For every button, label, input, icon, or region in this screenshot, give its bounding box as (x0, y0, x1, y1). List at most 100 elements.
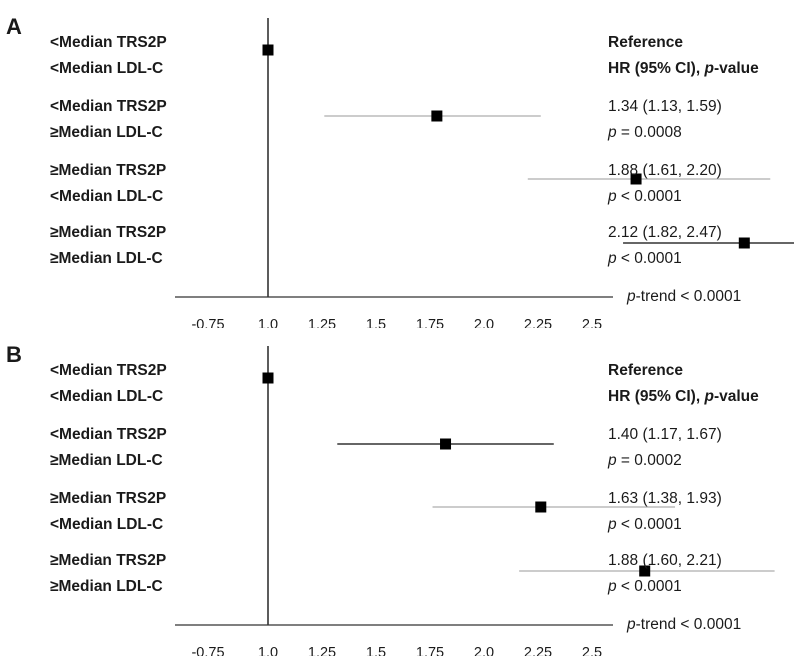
p-value: < 0.0001 (616, 578, 682, 595)
x-tick-label: 2.25 (524, 645, 552, 656)
p-header-suffix: -value (713, 388, 759, 405)
p-header-suffix: -value (713, 60, 759, 77)
hr-marker (262, 372, 274, 384)
p-value-text: p < 0.0001 (608, 512, 722, 538)
row-label-line1: <Median TRS2P (50, 98, 167, 115)
hr-ci-text: 1.88 (1.60, 2.21) (608, 552, 722, 569)
x-tick-label: 2.0 (474, 317, 494, 328)
row-label-line1: ≥Median TRS2P (50, 162, 167, 179)
p-trend-value: -trend < 0.0001 (635, 616, 742, 633)
panel-label: B (6, 342, 22, 367)
p-value-text: p < 0.0001 (608, 574, 722, 600)
p-value-text: p = 0.0002 (608, 448, 722, 474)
hr-header: HR (95% CI), (608, 60, 705, 77)
row-stats: 1.40 (1.17, 1.67) p = 0.0002 (608, 422, 722, 474)
row-label: <Median TRS2P ≥Median LDL-C (50, 422, 167, 474)
hr-marker (738, 237, 750, 249)
row-label-line1: <Median TRS2P (50, 34, 167, 51)
p-value: = 0.0002 (616, 452, 682, 469)
p-header-letter: p (704, 388, 714, 405)
reference-text: Reference (608, 362, 683, 379)
hr-marker (262, 44, 274, 56)
hr-marker (431, 110, 443, 122)
hr-ci-text: 1.34 (1.13, 1.59) (608, 98, 722, 115)
hr-header: HR (95% CI), (608, 388, 705, 405)
row-label-line2: <Median LDL-C (50, 60, 164, 77)
row-label: ≥Median TRS2P <Median LDL-C (50, 486, 166, 538)
x-tick-label: -0.75 (191, 317, 224, 328)
p-trend-value: -trend < 0.0001 (635, 288, 742, 305)
panel-label: A (6, 14, 22, 39)
forest-panel-b: B -0.75 1.0 1.25 1.5 1.75 2.0 2.25 2.5 <Median T… (0, 328, 794, 656)
p-value: = 0.0008 (616, 124, 682, 141)
p-value-text: p < 0.0001 (608, 246, 722, 272)
row-stats: 1.63 (1.38, 1.93) p < 0.0001 (608, 486, 722, 538)
x-tick-label: 2.0 (474, 645, 494, 656)
row-label-line1: ≥Median TRS2P (50, 552, 167, 569)
x-tick-label: 1.5 (366, 317, 386, 328)
x-tick-label: 1.75 (416, 645, 444, 656)
row-stats: 1.34 (1.13, 1.59) p = 0.0008 (608, 94, 722, 146)
p-letter: p (608, 188, 617, 205)
row-label: ≥Median TRS2P <Median LDL-C (50, 158, 166, 210)
x-tick-label: 1.25 (308, 645, 336, 656)
row-label: ≥Median TRS2P ≥Median LDL-C (50, 548, 166, 600)
row-stats: 2.12 (1.82, 2.47) p < 0.0001 (608, 220, 722, 272)
row-label-line1: ≥Median TRS2P (50, 490, 167, 507)
p-value: < 0.0001 (616, 188, 682, 205)
forest-plot-svg: -0.75 1.0 1.25 1.5 1.75 2.0 2.25 2.5 (175, 346, 775, 656)
p-value-text: p < 0.0001 (608, 184, 722, 210)
hr-ci-text: 1.40 (1.17, 1.67) (608, 426, 722, 443)
row-label: <Median TRS2P ≥Median LDL-C (50, 94, 167, 146)
row-label: <Median TRS2P <Median LDL-C (50, 30, 167, 82)
p-letter: p (608, 578, 617, 595)
row-stats: 1.88 (1.61, 2.20) p < 0.0001 (608, 158, 722, 210)
hr-marker (440, 438, 452, 450)
x-tick-label: 1.25 (308, 317, 336, 328)
row-stats: Reference HR (95% CI), p-value (608, 30, 759, 82)
column-header: HR (95% CI), p-value (608, 384, 759, 410)
p-value: < 0.0001 (616, 250, 682, 267)
hr-marker (639, 565, 651, 577)
p-letter: p (608, 124, 617, 141)
hr-marker (630, 173, 642, 185)
p-letter: p (608, 452, 617, 469)
row-label-line2: <Median LDL-C (50, 388, 164, 405)
x-tick-label: 1.75 (416, 317, 444, 328)
row-label: <Median TRS2P <Median LDL-C (50, 358, 167, 410)
x-tick-label: -0.75 (191, 645, 224, 656)
p-trend: p-trend < 0.0001 (627, 616, 741, 634)
forest-panel-a: A -0.75 1.0 1.25 1.5 1.75 2.0 2.25 2.5 <Median T… (6, 14, 794, 328)
row-stats: Reference HR (95% CI), p-value (608, 358, 759, 410)
p-header-letter: p (704, 60, 714, 77)
p-trend-letter: p (627, 616, 636, 633)
row-label-line1: <Median TRS2P (50, 362, 167, 379)
row-label-line2: <Median LDL-C (50, 188, 164, 205)
p-trend: p-trend < 0.0001 (627, 288, 741, 306)
x-tick-label: 1.5 (366, 645, 386, 656)
x-tick-label: 2.5 (582, 317, 602, 328)
p-letter: p (608, 516, 617, 533)
p-value: < 0.0001 (616, 516, 682, 533)
p-trend-letter: p (627, 288, 636, 305)
row-label-line2: ≥Median LDL-C (50, 250, 163, 267)
reference-text: Reference (608, 34, 683, 51)
x-tick-label: 2.25 (524, 317, 552, 328)
x-tick-label: 1.0 (258, 645, 278, 656)
p-letter: p (608, 250, 617, 267)
hr-ci-text: 2.12 (1.82, 2.47) (608, 224, 722, 241)
hr-ci-text: 1.88 (1.61, 2.20) (608, 162, 722, 179)
hr-ci-text: 1.63 (1.38, 1.93) (608, 490, 722, 507)
row-label-line2: ≥Median LDL-C (50, 124, 163, 141)
forest-plot-svg: -0.75 1.0 1.25 1.5 1.75 2.0 2.25 2.5 (175, 18, 794, 328)
row-label-line1: ≥Median TRS2P (50, 224, 167, 241)
p-value-text: p = 0.0008 (608, 120, 722, 146)
x-tick-label: 1.0 (258, 317, 278, 328)
column-header: HR (95% CI), p-value (608, 56, 759, 82)
row-label-line1: <Median TRS2P (50, 426, 167, 443)
row-stats: 1.88 (1.60, 2.21) p < 0.0001 (608, 548, 722, 600)
row-label-line2: <Median LDL-C (50, 516, 164, 533)
row-label-line2: ≥Median LDL-C (50, 578, 163, 595)
hr-marker (535, 501, 547, 513)
row-label-line2: ≥Median LDL-C (50, 452, 163, 469)
